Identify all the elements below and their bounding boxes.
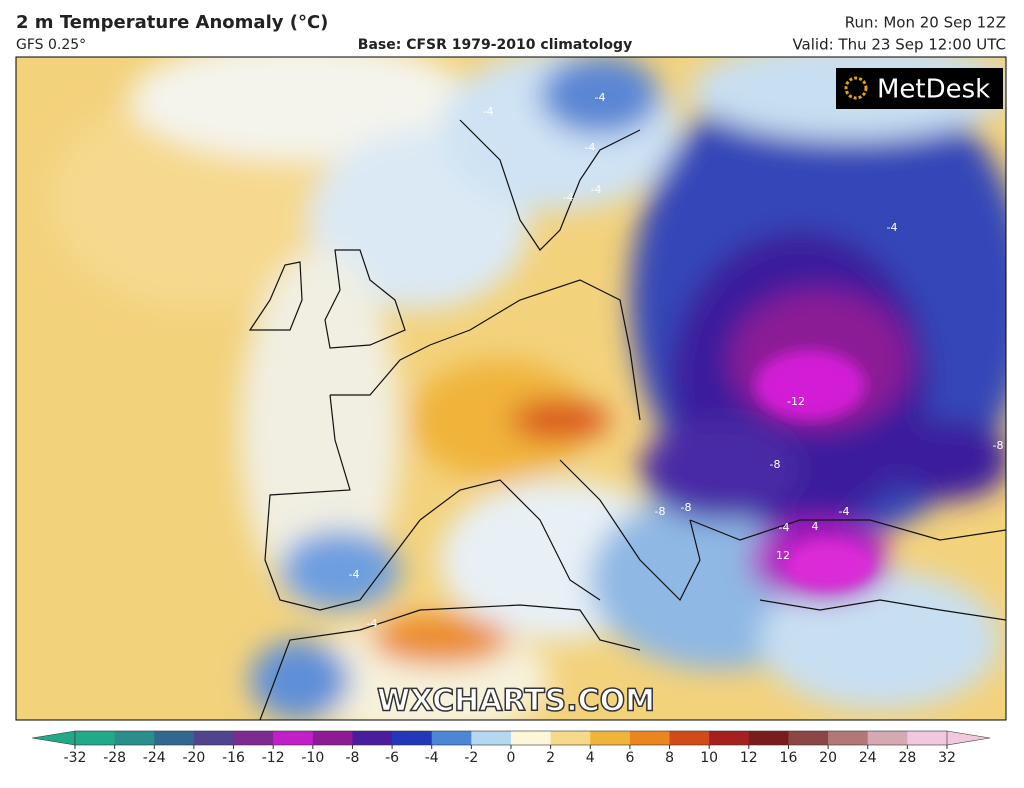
colorbar-tick-label: 0 [507, 750, 516, 766]
contour-label: 4 [812, 520, 819, 533]
contour-label: -4 [591, 183, 602, 196]
colorbar-tick-label: 4 [586, 750, 595, 766]
colorbar-tick-label: 6 [625, 750, 634, 766]
colorbar-segment [709, 731, 750, 745]
logo-icon [844, 76, 868, 100]
colorbar-tick-label: 20 [819, 750, 837, 766]
contour-label: -4 [595, 91, 606, 104]
colorbar-segment [590, 731, 631, 745]
colorbar-segment [154, 731, 195, 745]
colorbar-tick-label: -20 [182, 750, 205, 766]
colorbar-tick-label: -2 [464, 750, 478, 766]
colorbar: -32 -28 -24 -20 -16 -12 -10 -8 -6 -4 -2 0 2 4 6 8 10 12 16… [31, 730, 991, 766]
colorbar-tick-label: -16 [222, 750, 245, 766]
colorbar-segment [828, 731, 869, 745]
logo-box [836, 68, 1003, 109]
watermark: WXCHARTS.COM [377, 684, 655, 719]
coastlines [248, 119, 1006, 720]
colorbar-tick-label: 28 [898, 750, 916, 766]
colorbar-segment [471, 731, 512, 745]
colorbar-segment [511, 731, 552, 745]
contour-label: -4 [585, 141, 596, 154]
valid-label: Valid: Thu 23 Sep 12:00 UTC [792, 36, 1006, 54]
map-title: 2 m Temperature Anomaly (°C) [16, 12, 328, 33]
contour-labels: -4 -4 -4 -4 -12 -8 -8 -8 -4 -4 12 -8 4 -4 -4 -4 -4 [349, 91, 1004, 630]
colorbar-segment [431, 731, 472, 745]
colorbar-segment [629, 731, 671, 745]
colorbar-segment [788, 731, 829, 745]
colorbar-segment [392, 731, 433, 745]
colorbar-tick-label: -32 [64, 750, 87, 766]
colorbar-segment [352, 731, 393, 745]
colorbar-tick-label: 32 [938, 750, 956, 766]
colorbar-tick-label: -8 [345, 750, 359, 766]
contour-label: -8 [655, 505, 666, 518]
colorbar-tick-label: -4 [425, 750, 439, 766]
colorbar-segment [233, 731, 274, 745]
contour-label: -8 [993, 439, 1004, 452]
colorbar-segment [273, 731, 314, 745]
contour-label: -4 [887, 221, 898, 234]
colorbar-segment [669, 731, 710, 745]
colorbar-segment [193, 731, 235, 745]
colorbar-segment [312, 731, 353, 745]
metdesk-logo: MetDesk [836, 68, 1003, 109]
colorbar-tick-label: 10 [700, 750, 718, 766]
model-label: GFS 0.25° [16, 37, 86, 53]
contour-label: -4 [367, 617, 378, 630]
colorbar-segment [114, 731, 155, 745]
colorbar-segment [75, 731, 116, 745]
colorbar-tick-label: -12 [262, 750, 285, 766]
colorbar-segment [748, 731, 789, 745]
colorbar-tick-label: -6 [385, 750, 399, 766]
colorbar-tick-label: 16 [780, 750, 798, 766]
anomaly-field [50, 57, 1006, 720]
map-frame [15, 56, 1007, 721]
base-label: Base: CFSR 1979-2010 climatology [358, 37, 632, 53]
contour-label: -8 [681, 501, 692, 514]
map: -4 -4 -4 -4 -12 -8 -8 -8 -4 -4 12 -8 4 -4 -4 -4 -4 [16, 57, 1006, 720]
colorbar-tick-label: -24 [143, 750, 166, 766]
logo-text: MetDesk [877, 75, 990, 105]
colorbar-segment [867, 731, 908, 745]
colorbar-tick-label: 8 [665, 750, 674, 766]
contour-label: -4 [563, 191, 574, 204]
contour-label: 12 [776, 549, 790, 562]
colorbar-segment [550, 731, 591, 745]
colorbar-tick-label: -10 [301, 750, 324, 766]
contour-label: -4 [483, 105, 494, 118]
colorbar-segment [907, 731, 948, 745]
colorbar-tick-label: 12 [740, 750, 758, 766]
colorbar-tick-label: -28 [103, 750, 126, 766]
run-label: Run: Mon 20 Sep 12Z [845, 14, 1006, 32]
colorbar-tick-label: 2 [546, 750, 555, 766]
contour-label: -4 [839, 505, 850, 518]
anomaly-core [755, 350, 875, 590]
contour-label: -4 [779, 521, 790, 534]
colorbar-tick-label: 24 [859, 750, 877, 766]
contour-label: -12 [787, 395, 805, 408]
contour-label: -4 [349, 568, 360, 581]
contour-label: -8 [770, 458, 781, 471]
